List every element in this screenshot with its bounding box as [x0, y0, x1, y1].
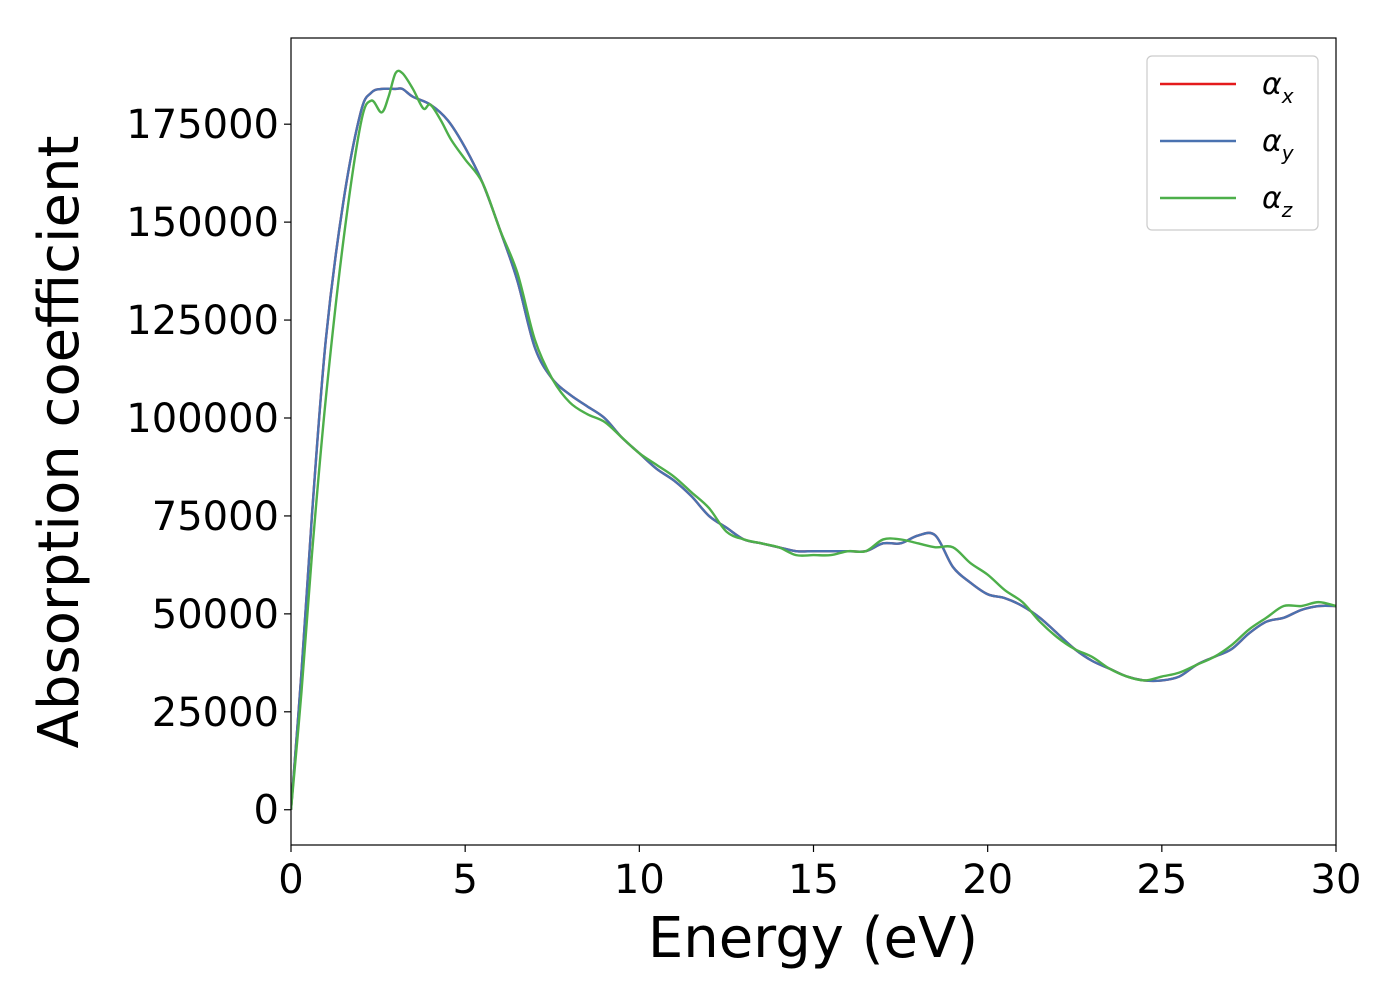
y-tick-label: 100000: [126, 396, 279, 442]
legend-symbol: α: [1262, 181, 1282, 216]
legend-subscript: y: [1281, 141, 1295, 165]
y-tick-label: 50000: [152, 592, 279, 638]
y-tick-label: 125000: [126, 298, 279, 344]
legend-box: [1146, 55, 1319, 231]
series-line-z: [291, 69, 1336, 810]
x-tick-label: 0: [278, 857, 303, 903]
x-axis-title: Energy (eV): [648, 906, 978, 971]
y-tick-label: 25000: [152, 690, 279, 736]
x-tick-label: 5: [452, 857, 477, 903]
x-tick-label: 20: [962, 857, 1013, 903]
legend-subscript: z: [1281, 198, 1293, 222]
legend-label-x: αx: [1262, 67, 1294, 108]
legend-symbol: α: [1262, 67, 1282, 102]
y-axis: 0 25000 50000 75000 100000 125000 150000 175000: [126, 102, 291, 834]
legend-symbol: α: [1262, 124, 1282, 159]
x-axis: 0 5 10 15 20 25 30: [278, 845, 1361, 903]
y-tick-label: 175000: [126, 102, 279, 148]
x-tick-label: 15: [788, 857, 839, 903]
legend-label-y: αy: [1262, 124, 1295, 165]
y-tick-label: 75000: [152, 494, 279, 540]
y-tick-label: 0: [254, 788, 279, 834]
x-tick-label: 25: [1136, 857, 1187, 903]
series-layer: [291, 69, 1336, 810]
x-tick-label: 10: [614, 857, 665, 903]
legend-subscript: x: [1281, 84, 1294, 108]
legend-label-z: αz: [1262, 181, 1293, 222]
x-tick-label: 30: [1311, 857, 1362, 903]
y-axis-title: Absorption coefficient: [27, 136, 92, 749]
y-tick-label: 150000: [126, 200, 279, 246]
